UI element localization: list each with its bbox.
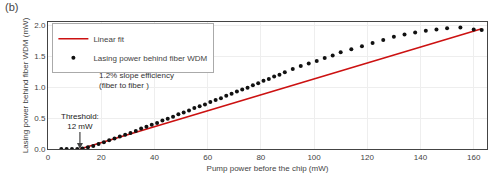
- svg-text:Lasing power behind fiber WDM: Lasing power behind fiber WDM (mW): [21, 17, 30, 153]
- svg-text:Lasing power behind fiber WDM: Lasing power behind fiber WDM: [93, 54, 207, 63]
- svg-text:0.0: 0.0: [34, 145, 46, 154]
- svg-text:2.0: 2.0: [34, 21, 46, 30]
- svg-text:Linear fit: Linear fit: [93, 35, 124, 44]
- svg-text:160: 160: [467, 153, 481, 162]
- svg-text:Pump power before the chip (mW: Pump power before the chip (mW): [207, 164, 329, 173]
- svg-text:80: 80: [256, 153, 265, 162]
- svg-text:20: 20: [97, 153, 106, 162]
- svg-text:100: 100: [307, 153, 321, 162]
- svg-text:140: 140: [414, 153, 428, 162]
- svg-text:0.5: 0.5: [34, 114, 46, 123]
- svg-text:60: 60: [203, 153, 212, 162]
- svg-text:120: 120: [361, 153, 375, 162]
- svg-text:1.2% slope efficiency(fiber to: 1.2% slope efficiency(fiber to fiber ): [99, 71, 174, 90]
- svg-text:1.0: 1.0: [34, 83, 46, 92]
- svg-text:Threshold:12 mW: Threshold:12 mW: [61, 112, 99, 131]
- svg-text:1.5: 1.5: [34, 52, 46, 61]
- svg-text:0: 0: [46, 153, 51, 162]
- svg-text:40: 40: [150, 153, 159, 162]
- svg-text:(b): (b): [5, 1, 18, 13]
